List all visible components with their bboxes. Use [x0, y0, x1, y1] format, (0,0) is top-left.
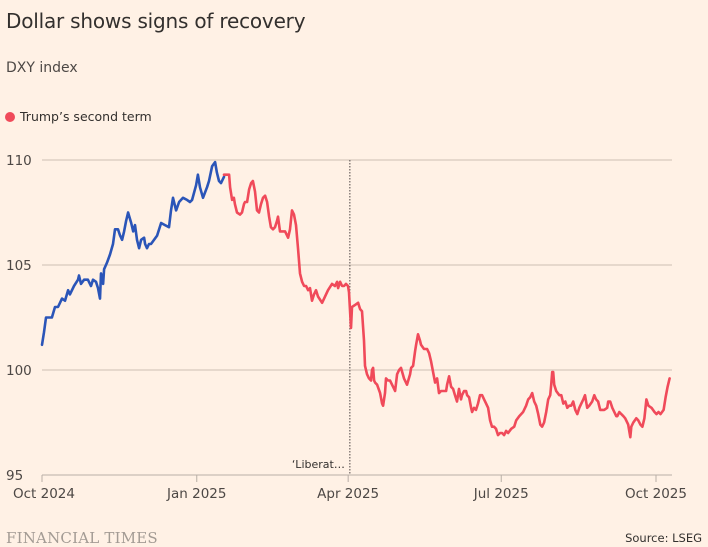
x-tick-label: Oct 2024	[13, 486, 75, 502]
x-tick-label: Apr 2025	[317, 486, 379, 502]
series-line-second-term	[222, 173, 671, 439]
legend: Trump’s second term	[5, 109, 152, 124]
x-axis: Oct 2024 Jan 2025 Apr 2025 Jul 2025 Oct 2025	[13, 475, 687, 502]
gridlines	[42, 159, 672, 476]
x-tick-label: Jan 2025	[166, 486, 226, 502]
series-lines	[40, 160, 671, 439]
x-tick-label: Jul 2025	[473, 486, 529, 502]
ft-logo: FINANCIAL TIMES	[6, 529, 158, 547]
annotation-label: ‘Liberat…	[292, 458, 345, 471]
y-tick-label: 95	[6, 468, 23, 484]
x-tick-label: Oct 2025	[625, 486, 687, 502]
chart-subtitle: DXY index	[6, 60, 78, 76]
annotation-group: ‘Liberat…	[292, 160, 351, 475]
chart-title: Dollar shows signs of recovery	[6, 9, 306, 33]
source-note: Source: LSEG	[625, 531, 702, 545]
legend-dot-icon	[5, 111, 15, 122]
y-tick-label: 105	[6, 258, 32, 274]
y-tick-label: 100	[6, 363, 32, 379]
y-axis: 95 100 105 110	[6, 153, 32, 484]
legend-label: Trump’s second term	[20, 109, 152, 124]
y-tick-label: 110	[6, 153, 32, 169]
series-line-before-term	[40, 160, 226, 347]
